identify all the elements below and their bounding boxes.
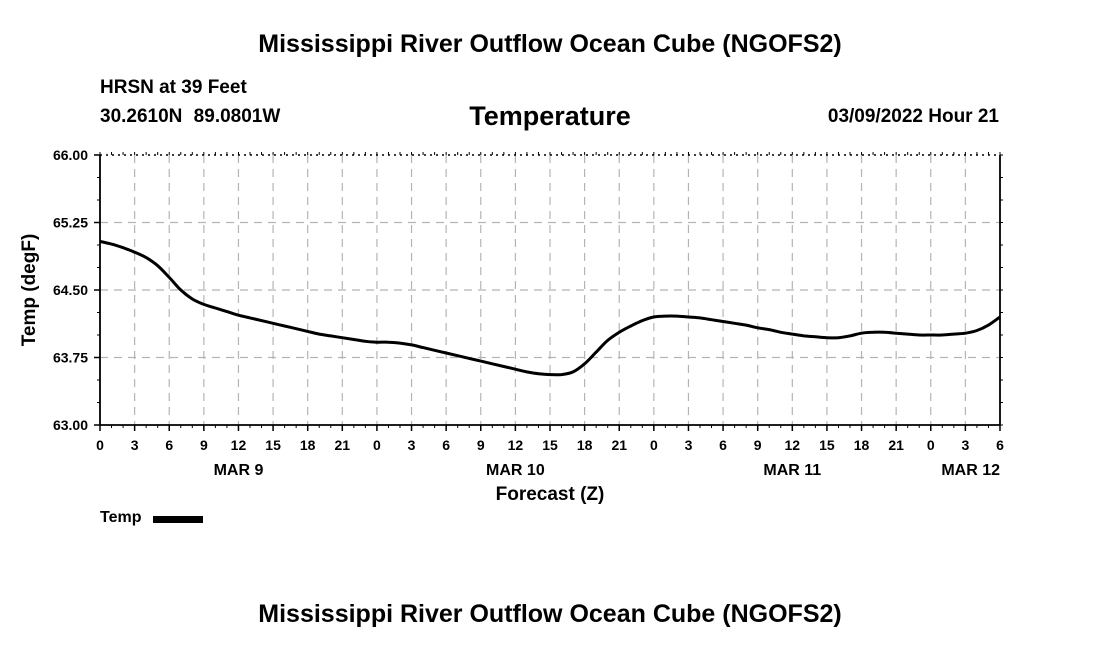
x-tick-label: 15 [542, 437, 558, 453]
x-tick-label: 12 [785, 437, 801, 453]
day-label: MAR 11 [763, 462, 821, 479]
x-tick-label: 18 [300, 437, 316, 453]
x-tick-label: 18 [577, 437, 593, 453]
x-tick-label: 15 [265, 437, 281, 453]
y-tick-label: 63.00 [53, 417, 88, 433]
legend-swatch [153, 515, 204, 523]
x-tick-label: 21 [888, 437, 904, 453]
day-label: MAR 10 [486, 462, 545, 479]
x-tick-label: 18 [854, 437, 870, 453]
chart-subtitle: Temperature [469, 101, 631, 131]
x-tick-label: 6 [719, 437, 727, 453]
x-tick-label: 6 [165, 437, 173, 453]
x-tick-label: 12 [231, 437, 247, 453]
station-label: HRSN at 39 Feet [100, 77, 247, 98]
x-tick-label: 6 [996, 437, 1004, 453]
series-line-temp [99, 239, 1001, 377]
legend-label: Temp [100, 509, 142, 526]
footer-title: Mississippi River Outflow Ocean Cube (NG… [258, 600, 842, 628]
y-tick-label: 63.75 [53, 350, 88, 366]
y-axis-title: Temp (degF) [19, 234, 40, 347]
station-coordinates: 30.2610N 89.0801W [100, 106, 281, 127]
x-tick-label: 0 [927, 437, 935, 453]
x-tick-label: 3 [408, 437, 416, 453]
x-tick-label: 9 [200, 437, 208, 453]
x-tick-label: 0 [373, 437, 381, 453]
x-axis-title: Forecast (Z) [496, 484, 605, 505]
day-label: MAR 9 [214, 462, 264, 479]
x-tick-label: 15 [819, 437, 835, 453]
x-tick-label: 12 [508, 437, 524, 453]
x-tick-label: 3 [961, 437, 969, 453]
x-tick-label: 3 [131, 437, 139, 453]
y-tick-label: 66.00 [53, 147, 88, 163]
y-tick-label: 64.50 [53, 282, 88, 298]
chart-title: Mississippi River Outflow Ocean Cube (NG… [258, 30, 842, 58]
day-label: MAR 12 [941, 462, 1000, 479]
x-tick-label: 21 [335, 437, 351, 453]
forecast-datetime: 03/09/2022 Hour 21 [827, 106, 999, 127]
legend: Temp [100, 509, 204, 527]
x-tick-label: 6 [442, 437, 450, 453]
x-tick-label: 9 [477, 437, 485, 453]
x-tick-label: 0 [96, 437, 104, 453]
x-tick-label: 9 [754, 437, 762, 453]
x-tick-label: 21 [611, 437, 627, 453]
x-tick-label: 3 [685, 437, 693, 453]
y-tick-label: 65.25 [53, 215, 88, 231]
x-tick-label: 0 [650, 437, 658, 453]
